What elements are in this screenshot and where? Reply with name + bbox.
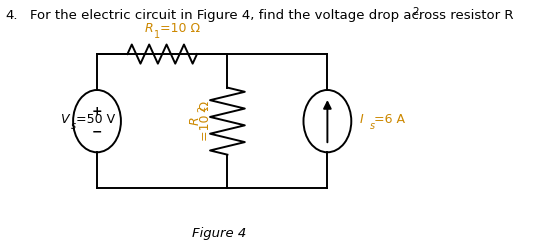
Text: −: −	[92, 125, 103, 138]
Text: V: V	[60, 113, 68, 126]
Text: +: +	[92, 105, 103, 118]
Text: s: s	[370, 121, 375, 131]
Text: =10 Ω: =10 Ω	[199, 101, 212, 141]
Text: I: I	[360, 113, 364, 126]
Text: s: s	[70, 121, 76, 131]
Text: For the electric circuit in Figure 4, find the voltage drop across resistor R: For the electric circuit in Figure 4, fi…	[30, 9, 513, 21]
Text: .: .	[418, 9, 422, 21]
Text: =6 A: =6 A	[374, 113, 405, 126]
Text: R: R	[145, 22, 153, 35]
Text: Figure 4: Figure 4	[192, 226, 246, 240]
Text: 4.: 4.	[6, 9, 18, 21]
Text: 2: 2	[198, 106, 208, 112]
Text: R: R	[189, 117, 201, 125]
Text: 1: 1	[154, 30, 161, 40]
Text: =50 V: =50 V	[76, 113, 115, 126]
Text: =10 Ω: =10 Ω	[160, 22, 200, 35]
Text: 2: 2	[412, 7, 419, 17]
